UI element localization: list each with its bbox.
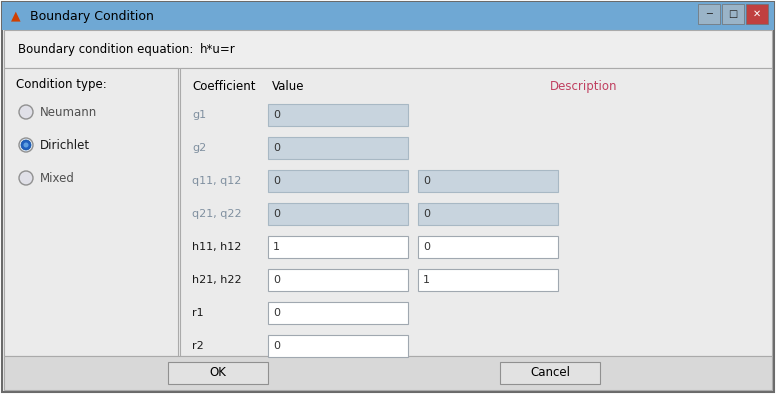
Text: g1: g1 [192, 110, 206, 120]
Text: ✕: ✕ [753, 9, 761, 19]
Text: 0: 0 [423, 242, 430, 252]
Text: 1: 1 [423, 275, 430, 285]
Text: 0: 0 [273, 143, 280, 153]
Text: ─: ─ [706, 9, 712, 19]
Bar [746, 4, 768, 24]
Text: OK: OK [210, 366, 227, 379]
Text: Boundary condition equation:: Boundary condition equation: [18, 43, 193, 56]
Text: Cancel: Cancel [530, 366, 570, 379]
Bar [418, 269, 558, 291]
Text: Boundary Condition: Boundary Condition [30, 9, 154, 22]
Bar [268, 170, 408, 192]
Text: q11, q12: q11, q12 [192, 176, 241, 186]
Bar [418, 203, 558, 225]
Text: Coefficient: Coefficient [192, 80, 255, 93]
Bar [698, 4, 720, 24]
Ellipse shape [19, 171, 33, 185]
Bar [268, 335, 408, 357]
Text: Neumann: Neumann [40, 106, 97, 119]
Bar [268, 104, 408, 126]
Text: Description: Description [550, 80, 618, 93]
Text: 0: 0 [423, 176, 430, 186]
Text: q21, q22: q21, q22 [192, 209, 241, 219]
Text: ▲: ▲ [11, 9, 21, 22]
Text: h11, h12: h11, h12 [192, 242, 241, 252]
Bar [722, 4, 744, 24]
Text: 0: 0 [423, 209, 430, 219]
Bar [4, 30, 772, 68]
Text: g2: g2 [192, 143, 206, 153]
Ellipse shape [19, 105, 33, 119]
Bar [268, 269, 408, 291]
Bar [268, 203, 408, 225]
Text: 0: 0 [273, 308, 280, 318]
Bar [168, 362, 268, 384]
Text: h*u=r: h*u=r [200, 43, 236, 56]
Text: 0: 0 [273, 110, 280, 120]
Bar [4, 356, 772, 390]
Bar [180, 68, 772, 356]
Text: 1: 1 [273, 242, 280, 252]
Bar [2, 2, 774, 30]
Ellipse shape [19, 138, 33, 152]
Ellipse shape [21, 140, 31, 150]
Text: Mixed: Mixed [40, 171, 74, 184]
Text: Condition type:: Condition type: [16, 78, 107, 91]
Text: 0: 0 [273, 275, 280, 285]
Text: r1: r1 [192, 308, 203, 318]
Text: Dirichlet: Dirichlet [40, 139, 90, 152]
Bar [418, 236, 558, 258]
Text: h21, h22: h21, h22 [192, 275, 241, 285]
Text: Value: Value [272, 80, 304, 93]
Bar [500, 362, 600, 384]
Text: 0: 0 [273, 176, 280, 186]
Ellipse shape [23, 143, 29, 147]
Text: 0: 0 [273, 341, 280, 351]
Text: □: □ [729, 9, 738, 19]
Bar [418, 170, 558, 192]
Bar [268, 137, 408, 159]
Bar [4, 68, 178, 356]
Bar [268, 236, 408, 258]
Text: 0: 0 [273, 209, 280, 219]
Text: r2: r2 [192, 341, 204, 351]
Bar [268, 302, 408, 324]
